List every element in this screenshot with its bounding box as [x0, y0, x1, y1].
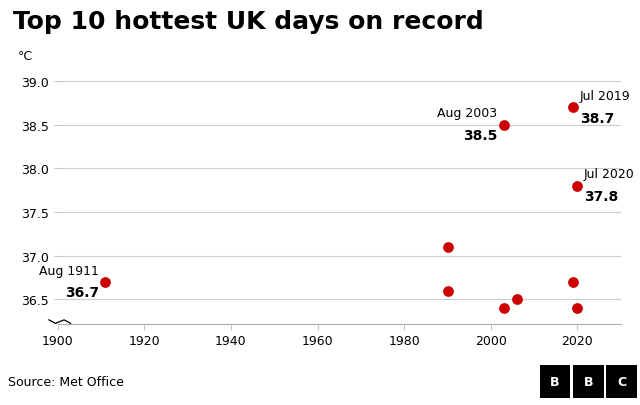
FancyBboxPatch shape	[573, 365, 604, 399]
Point	[568, 104, 579, 111]
Text: Top 10 hottest UK days on record: Top 10 hottest UK days on record	[13, 10, 484, 34]
Point	[499, 122, 509, 128]
Point	[568, 279, 579, 286]
Point	[572, 305, 582, 311]
Text: Jul 2020: Jul 2020	[584, 168, 635, 181]
Point	[442, 244, 452, 251]
Text: 36.7: 36.7	[65, 286, 99, 300]
Text: °C: °C	[18, 50, 33, 63]
FancyBboxPatch shape	[606, 365, 637, 399]
Point	[100, 279, 110, 286]
Text: Aug 2003: Aug 2003	[437, 107, 497, 120]
Point	[442, 288, 452, 294]
Text: 38.5: 38.5	[463, 129, 497, 143]
Text: Source: Met Office: Source: Met Office	[8, 375, 124, 388]
Text: 37.8: 37.8	[584, 190, 618, 204]
Text: Aug 1911: Aug 1911	[39, 264, 99, 277]
Point	[572, 183, 582, 190]
Point	[499, 305, 509, 311]
Text: C: C	[617, 375, 626, 388]
Text: B: B	[584, 375, 593, 388]
Text: 38.7: 38.7	[580, 111, 614, 125]
FancyBboxPatch shape	[540, 365, 570, 399]
Text: B: B	[550, 375, 559, 388]
Text: Jul 2019: Jul 2019	[580, 90, 630, 102]
Point	[512, 296, 522, 303]
